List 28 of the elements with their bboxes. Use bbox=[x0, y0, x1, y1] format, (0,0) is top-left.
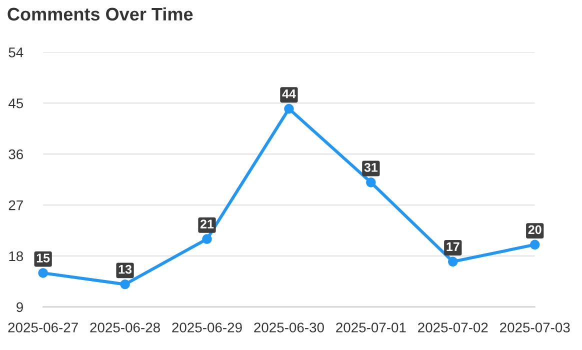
data-label: 13 bbox=[118, 264, 132, 274]
y-tick-label: 36 bbox=[8, 149, 24, 160]
x-tick-label: 2025-06-28 bbox=[90, 322, 160, 332]
point bbox=[38, 268, 48, 278]
data-label: 20 bbox=[528, 225, 542, 234]
y-tick-label: 45 bbox=[8, 98, 24, 108]
data-label: 17 bbox=[446, 242, 460, 251]
x-tick-label: 2025-07-03 bbox=[500, 322, 570, 332]
y-tick-label: 54 bbox=[8, 48, 24, 58]
x-tick-label: 2025-06-27 bbox=[8, 322, 78, 332]
point bbox=[202, 234, 212, 244]
data-label: 21 bbox=[200, 220, 214, 228]
y-tick-label: 9 bbox=[16, 302, 23, 312]
x-tick-label: 2025-06-29 bbox=[172, 322, 242, 332]
data-label: 31 bbox=[364, 162, 378, 172]
x-tick-label: 2025-06-30 bbox=[254, 322, 324, 332]
point bbox=[366, 178, 376, 188]
point bbox=[120, 279, 130, 290]
y-tick-label: 27 bbox=[8, 200, 23, 210]
y-tick-label: 18 bbox=[9, 251, 24, 262]
data-label: 15 bbox=[36, 254, 50, 262]
point bbox=[284, 104, 294, 114]
x-tick-label: 2025-07-02 bbox=[418, 322, 488, 332]
point bbox=[448, 256, 458, 267]
chart-title: Comments Over Time bbox=[8, 7, 193, 21]
x-tick-label: 2025-07-01 bbox=[336, 322, 406, 332]
point bbox=[530, 240, 540, 250]
data-label: 44 bbox=[282, 90, 296, 98]
